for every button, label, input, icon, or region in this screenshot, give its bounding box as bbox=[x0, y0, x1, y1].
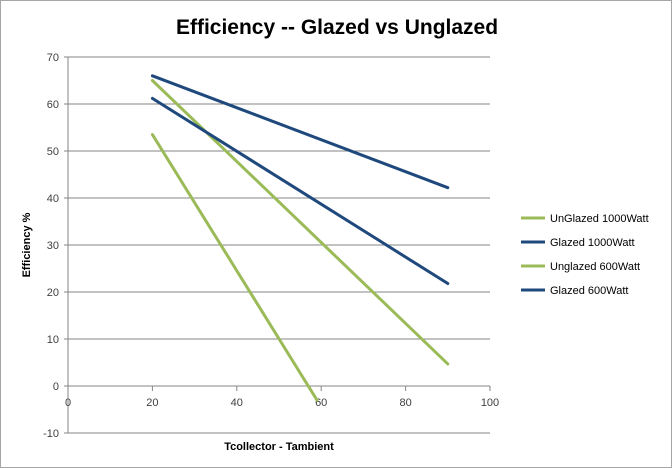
x-axis-label: Tcollector - Tambient bbox=[224, 441, 334, 453]
y-tick-label: 60 bbox=[47, 99, 59, 111]
series-line-4 bbox=[150, 96, 450, 286]
y-tick-label: -10 bbox=[43, 428, 59, 440]
y-tick-label: 30 bbox=[47, 240, 59, 252]
series-lines bbox=[150, 74, 450, 402]
y-axis-label: Efficiency % bbox=[21, 212, 33, 277]
legend: UnGlazed 1000Watt Glazed 1000Watt Unglazed… bbox=[521, 213, 649, 297]
y-tick-label: 20 bbox=[47, 287, 59, 299]
legend-label-3: Unglazed 600Watt bbox=[550, 261, 640, 273]
y-tick-label: 10 bbox=[47, 334, 59, 346]
series-line-3 bbox=[150, 133, 319, 402]
legend-label-4: Glazed 600Watt bbox=[550, 285, 628, 297]
legend-label-2: Glazed 1000Watt bbox=[550, 237, 635, 249]
x-tick-label: 100 bbox=[481, 397, 499, 409]
series-line-1 bbox=[150, 79, 450, 366]
y-tick-label: 50 bbox=[47, 146, 59, 158]
chart-title: Efficiency -- Glazed vs Unglazed bbox=[176, 16, 498, 39]
x-tick-label: 80 bbox=[399, 397, 411, 409]
y-tick-label: 40 bbox=[47, 193, 59, 205]
gridlines bbox=[68, 56, 490, 434]
y-tick-label: 0 bbox=[53, 381, 59, 393]
x-tick-label: 0 bbox=[65, 397, 71, 409]
x-tick-label: 20 bbox=[146, 397, 158, 409]
legend-label-1: UnGlazed 1000Watt bbox=[550, 213, 649, 225]
x-tick-label: 40 bbox=[231, 397, 243, 409]
series-line-2 bbox=[150, 74, 450, 190]
y-tick-label: 70 bbox=[47, 52, 59, 64]
